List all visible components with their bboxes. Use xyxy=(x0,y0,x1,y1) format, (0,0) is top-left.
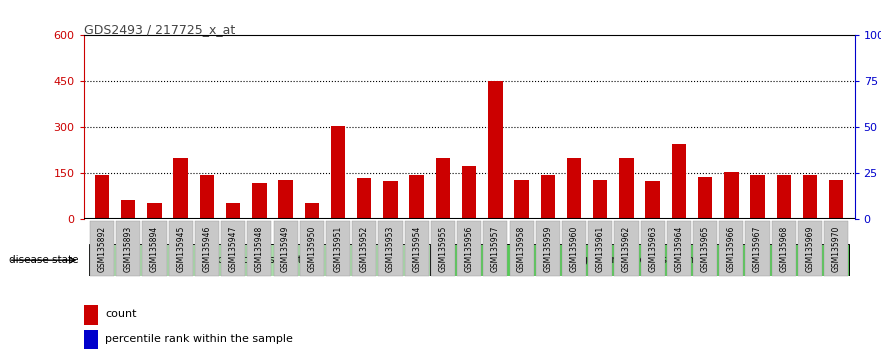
Bar xyxy=(410,175,424,219)
Text: GSM135956: GSM135956 xyxy=(464,225,474,272)
Bar xyxy=(226,202,241,219)
Bar xyxy=(84,330,98,349)
Bar xyxy=(252,183,267,219)
Text: count: count xyxy=(106,309,137,319)
Text: GSM135959: GSM135959 xyxy=(544,225,552,272)
Text: GSM135962: GSM135962 xyxy=(622,225,631,272)
Bar xyxy=(671,144,686,219)
Bar xyxy=(829,179,843,219)
Bar xyxy=(462,166,477,219)
Text: GSM135958: GSM135958 xyxy=(517,225,526,272)
Text: GSM135955: GSM135955 xyxy=(439,225,448,272)
Bar xyxy=(383,181,397,219)
Text: GSM135964: GSM135964 xyxy=(674,225,684,272)
Bar xyxy=(357,178,372,219)
Text: GSM135966: GSM135966 xyxy=(727,225,736,272)
Text: disease state: disease state xyxy=(9,255,78,265)
Text: GSM135968: GSM135968 xyxy=(780,225,788,272)
Bar xyxy=(436,158,450,219)
Bar xyxy=(488,81,502,219)
Bar xyxy=(147,202,162,219)
Text: GSM135965: GSM135965 xyxy=(700,225,709,272)
Bar xyxy=(724,172,738,219)
Text: GSM135963: GSM135963 xyxy=(648,225,657,272)
Bar xyxy=(95,175,109,219)
Text: GSM135948: GSM135948 xyxy=(255,225,264,272)
Text: percentile rank within the sample: percentile rank within the sample xyxy=(106,334,293,344)
Bar xyxy=(593,179,607,219)
Bar xyxy=(803,175,818,219)
FancyBboxPatch shape xyxy=(430,244,849,276)
Bar xyxy=(541,175,555,219)
Text: GSM135967: GSM135967 xyxy=(753,225,762,272)
Text: glucorticoid sensitive: glucorticoid sensitive xyxy=(200,255,319,265)
Bar xyxy=(121,200,136,219)
Text: GSM135949: GSM135949 xyxy=(281,225,290,272)
Text: GSM135969: GSM135969 xyxy=(805,225,815,272)
Bar xyxy=(174,158,188,219)
Bar xyxy=(646,181,660,219)
Bar xyxy=(278,179,292,219)
Text: GSM135893: GSM135893 xyxy=(123,225,133,272)
Bar xyxy=(751,175,765,219)
Bar xyxy=(200,175,214,219)
Text: GSM135946: GSM135946 xyxy=(203,225,211,272)
Text: GSM135947: GSM135947 xyxy=(229,225,238,272)
Bar xyxy=(331,126,345,219)
Text: GSM135952: GSM135952 xyxy=(359,225,369,272)
Bar xyxy=(776,175,791,219)
Text: GSM135970: GSM135970 xyxy=(832,225,840,272)
Text: GSM135960: GSM135960 xyxy=(569,225,579,272)
Text: GSM135892: GSM135892 xyxy=(98,225,107,272)
FancyBboxPatch shape xyxy=(89,244,430,276)
Text: GSM135894: GSM135894 xyxy=(150,225,159,272)
Text: GSM135957: GSM135957 xyxy=(491,225,500,272)
Bar xyxy=(619,158,633,219)
Text: GSM135945: GSM135945 xyxy=(176,225,185,272)
Text: GSM135954: GSM135954 xyxy=(412,225,421,272)
Text: GSM135951: GSM135951 xyxy=(334,225,343,272)
Text: GDS2493 / 217725_x_at: GDS2493 / 217725_x_at xyxy=(84,23,235,36)
Bar xyxy=(305,202,319,219)
Bar xyxy=(698,177,713,219)
Bar xyxy=(515,179,529,219)
Text: GSM135961: GSM135961 xyxy=(596,225,604,272)
Bar xyxy=(84,305,98,325)
Text: glucorticoid resistant: glucorticoid resistant xyxy=(581,255,699,265)
Text: GSM135950: GSM135950 xyxy=(307,225,316,272)
Text: GSM135953: GSM135953 xyxy=(386,225,395,272)
Bar xyxy=(566,158,581,219)
